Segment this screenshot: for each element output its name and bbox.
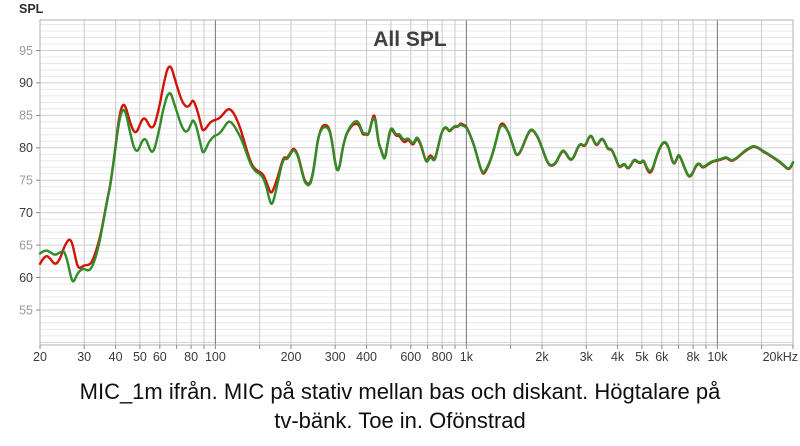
svg-text:75: 75	[19, 174, 33, 188]
x-decade-gridlines	[214, 20, 718, 345]
svg-text:300: 300	[325, 350, 346, 364]
svg-text:8k: 8k	[686, 350, 700, 364]
svg-text:30: 30	[77, 350, 91, 364]
x-axis-labels: 20 30 40 50 60 80 100 200 300 400 600 800 1k 2k 3k 4k 5k…	[33, 350, 798, 364]
caption-line-2: tv-bänk. Toe in. Ofönstrad	[274, 408, 526, 433]
y-axis-labels: 55 60 65 70 75 80 85 90 95	[19, 44, 33, 317]
svg-text:100: 100	[205, 350, 226, 364]
svg-text:50: 50	[133, 350, 147, 364]
svg-text:2k: 2k	[535, 350, 549, 364]
y-gridlines	[40, 24, 793, 343]
svg-text:600: 600	[400, 350, 421, 364]
measurement-caption: MIC_1m ifrån. MIC på stativ mellan bas o…	[0, 377, 800, 435]
caption-line-1: MIC_1m ifrån. MIC på stativ mellan bas o…	[79, 379, 721, 404]
svg-text:10k: 10k	[707, 350, 728, 364]
series-green-trace	[38, 91, 795, 283]
svg-text:200: 200	[281, 350, 302, 364]
svg-text:1k: 1k	[460, 350, 474, 364]
axis-ticks	[36, 50, 794, 349]
svg-text:SPL: SPL	[19, 2, 44, 16]
svg-text:3k: 3k	[580, 350, 594, 364]
svg-text:20: 20	[33, 350, 47, 364]
svg-text:60: 60	[153, 350, 167, 364]
svg-text:90: 90	[19, 76, 33, 90]
svg-text:20kHz: 20kHz	[763, 350, 798, 364]
svg-text:4k: 4k	[611, 350, 625, 364]
svg-text:55: 55	[19, 303, 33, 317]
spl-axis-label: SPL	[19, 2, 44, 16]
x-gridlines	[39, 20, 794, 345]
chart-svg: 55 60 65 70 75 80 85 90 95 20 30 40 50 60 80 100 200 300 4…	[19, 2, 798, 364]
svg-text:40: 40	[109, 350, 123, 364]
svg-text:65: 65	[19, 238, 33, 252]
plot-border	[39, 19, 794, 346]
svg-text:80: 80	[184, 350, 198, 364]
svg-text:6k: 6k	[655, 350, 669, 364]
svg-text:800: 800	[432, 350, 453, 364]
chart-title: All SPL	[373, 28, 447, 51]
svg-text:80: 80	[19, 141, 33, 155]
svg-text:400: 400	[356, 350, 377, 364]
svg-text:85: 85	[19, 109, 33, 123]
svg-text:70: 70	[19, 206, 33, 220]
svg-text:60: 60	[19, 271, 33, 285]
svg-text:All SPL: All SPL	[373, 28, 447, 51]
svg-text:95: 95	[19, 44, 33, 58]
svg-text:5k: 5k	[635, 350, 649, 364]
